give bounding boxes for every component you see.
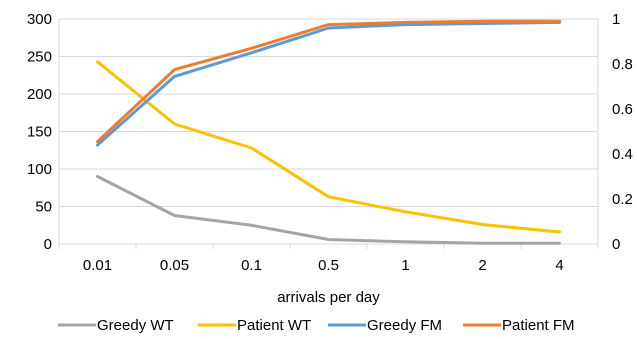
right-tick-label: 0.8 (612, 56, 633, 73)
legend-label-patient-fm: Patient FM (502, 317, 575, 334)
x-tick-label: 0.5 (318, 257, 339, 274)
x-tick-label: 0.1 (241, 257, 262, 274)
legend-label-greedy-fm: Greedy FM (367, 317, 442, 334)
series-lines (96, 19, 561, 245)
left-tick-label: 100 (27, 161, 52, 178)
right-axis: 0 0.2 0.4 0.6 0.8 1 (612, 11, 633, 253)
x-axis: 0.01 0.05 0.1 0.5 1 2 4 (83, 257, 564, 274)
left-tick-label: 200 (27, 86, 52, 103)
series-line-greedy-fm (96, 20, 561, 147)
x-tick-label: 2 (478, 257, 486, 274)
x-tick-label: 0.01 (83, 257, 112, 274)
x-tick-label: 0.05 (160, 257, 189, 274)
right-tick-label: 1 (612, 11, 620, 28)
right-tick-label: 0.6 (612, 101, 633, 118)
plot-area (58, 19, 599, 249)
right-tick-label: 0 (612, 236, 620, 253)
x-tick-label: 4 (555, 257, 563, 274)
legend: Greedy WT Patient WT Greedy FM Patient FM (58, 317, 575, 334)
right-tick-label: 0.4 (612, 146, 633, 163)
left-tick-label: 0 (44, 236, 52, 253)
series-line-patient-wt (96, 60, 561, 234)
left-tick-label: 50 (35, 199, 52, 216)
series-line-patient-fm (96, 19, 561, 144)
left-axis: 0 50 100 150 200 250 300 (27, 11, 52, 253)
gridlines (59, 18, 598, 245)
left-tick-label: 300 (27, 11, 52, 28)
left-tick-label: 150 (27, 124, 52, 141)
left-tick-label: 250 (27, 49, 52, 66)
legend-label-patient-wt: Patient WT (237, 317, 311, 334)
legend-label-greedy-wt: Greedy WT (97, 317, 174, 334)
x-axis-title: arrivals per day (277, 289, 380, 306)
x-tick-label: 1 (401, 257, 409, 274)
right-tick-label: 0.2 (612, 191, 633, 208)
series-line-greedy-wt (96, 175, 561, 245)
